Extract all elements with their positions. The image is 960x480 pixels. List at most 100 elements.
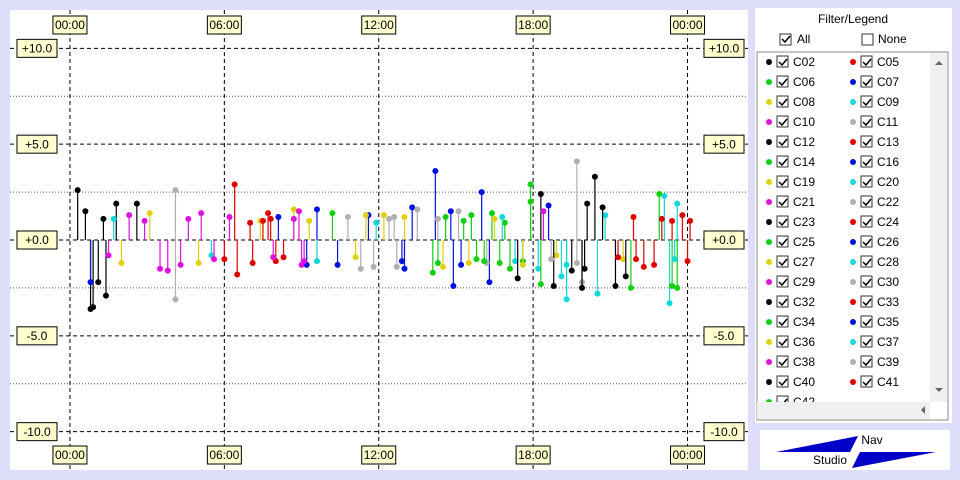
point [465, 260, 472, 266]
legend-checkbox[interactable] [860, 295, 873, 308]
legend-checkbox[interactable] [776, 335, 789, 348]
legend-label[interactable]: C22 [877, 195, 899, 209]
legend-label[interactable]: C13 [877, 135, 899, 149]
legend-label[interactable]: C36 [793, 335, 815, 349]
scroll-left[interactable] [921, 406, 925, 414]
tick-box [206, 15, 242, 35]
legend-checkbox[interactable] [860, 195, 873, 208]
legend-checkbox[interactable] [860, 135, 873, 148]
stem-point [563, 240, 570, 268]
legend-label[interactable]: C34 [793, 315, 815, 329]
legend-label[interactable]: C20 [877, 175, 899, 189]
legend-checkbox[interactable] [860, 335, 873, 348]
scrollbar[interactable] [930, 53, 947, 402]
legend-checkbox[interactable] [776, 195, 789, 208]
legend-checkbox[interactable] [860, 355, 873, 368]
legend-label[interactable]: C14 [793, 155, 815, 169]
legend-checkbox[interactable] [776, 275, 789, 288]
legend-checkbox[interactable] [776, 315, 789, 328]
legend-checkbox[interactable] [860, 275, 873, 288]
legend-checkbox[interactable] [776, 155, 789, 168]
legend-checkbox[interactable] [776, 75, 789, 88]
legend-checkbox[interactable] [860, 255, 873, 268]
stem-point [110, 215, 117, 240]
legend-label[interactable]: C21 [793, 195, 815, 209]
legend-label[interactable]: C42 [793, 395, 815, 409]
legend-label[interactable]: C38 [793, 355, 815, 369]
legend-label[interactable]: C16 [877, 155, 899, 169]
scroll-down[interactable] [935, 388, 943, 392]
legend-checkbox[interactable] [776, 95, 789, 108]
point [357, 265, 364, 272]
legend-checkbox[interactable] [860, 115, 873, 128]
legend-label[interactable]: C12 [793, 135, 815, 149]
legend-label[interactable]: C10 [793, 115, 815, 129]
none-checkbox[interactable] [861, 33, 874, 46]
stem-point [275, 214, 282, 240]
all-checkbox[interactable] [779, 33, 792, 46]
point [481, 258, 488, 265]
check [778, 118, 788, 127]
legend-checkbox[interactable] [860, 55, 873, 68]
legend-label[interactable]: C40 [793, 375, 815, 389]
legend-label[interactable]: C41 [877, 375, 899, 389]
legend-label[interactable]: C19 [793, 175, 815, 189]
point [95, 279, 102, 286]
legend-checkbox[interactable] [776, 395, 789, 407]
legend-checkbox[interactable] [860, 315, 873, 328]
legend-checkbox[interactable] [860, 175, 873, 188]
check [862, 218, 872, 227]
legend-label[interactable]: C05 [877, 55, 899, 69]
legend-label[interactable]: C07 [877, 75, 899, 89]
legend-checkbox[interactable] [776, 215, 789, 228]
legend-label[interactable]: C25 [793, 235, 815, 249]
none-label[interactable]: None [878, 32, 907, 46]
legend-dot [850, 79, 856, 85]
legend-label[interactable]: C30 [877, 275, 899, 289]
legend-checkbox[interactable] [776, 295, 789, 308]
legend-label[interactable]: C27 [793, 255, 815, 269]
legend-label[interactable]: C09 [877, 95, 899, 109]
legend-label[interactable]: C33 [877, 295, 899, 309]
legend-label[interactable]: C24 [877, 215, 899, 229]
legend-label[interactable]: C29 [793, 275, 815, 289]
legend-checkbox[interactable] [860, 215, 873, 228]
legend-checkbox[interactable] [860, 75, 873, 88]
legend-label[interactable]: C26 [877, 235, 899, 249]
legend-label[interactable]: C11 [877, 115, 898, 129]
stem-point [146, 210, 153, 240]
arrow-left [776, 436, 858, 452]
legend-label[interactable]: C37 [877, 335, 899, 349]
point [442, 214, 449, 220]
stem-point [553, 240, 560, 259]
scroll-up[interactable] [935, 61, 943, 65]
legend-label[interactable]: C28 [877, 255, 899, 269]
legend-checkbox[interactable] [860, 235, 873, 248]
legend-label[interactable]: C32 [793, 295, 815, 309]
legend-label[interactable]: C06 [793, 75, 815, 89]
legend-checkbox[interactable] [776, 375, 789, 388]
legend-label[interactable]: C35 [877, 315, 899, 329]
legend-checkbox[interactable] [776, 255, 789, 268]
legend-checkbox[interactable] [776, 55, 789, 68]
legend-checkbox[interactable] [776, 355, 789, 368]
legend-checkbox[interactable] [860, 95, 873, 108]
legend-checkbox[interactable] [776, 115, 789, 128]
legend-label[interactable]: C02 [793, 55, 815, 69]
studio-label[interactable]: Studio [813, 453, 847, 467]
legend-checkbox[interactable] [776, 235, 789, 248]
h-scrollbar[interactable] [757, 402, 930, 419]
legend-label[interactable]: C23 [793, 215, 815, 229]
legend-label[interactable]: C08 [793, 95, 815, 109]
stem-point [226, 214, 233, 240]
legend-checkbox[interactable] [776, 135, 789, 148]
legend-list [756, 51, 949, 421]
stem-point [198, 210, 205, 240]
legend-checkbox[interactable] [860, 375, 873, 388]
legend-label[interactable]: C39 [877, 355, 899, 369]
legend-checkbox[interactable] [860, 155, 873, 168]
all-label[interactable]: All [797, 32, 810, 46]
legend-checkbox[interactable] [776, 175, 789, 188]
nav-label[interactable]: Nav [861, 433, 882, 447]
point [401, 265, 408, 272]
